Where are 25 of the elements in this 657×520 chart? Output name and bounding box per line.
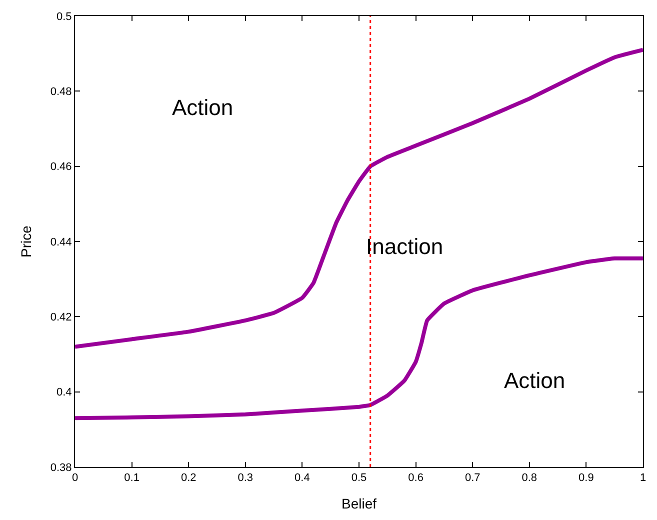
y-axis-title: Price [18, 225, 34, 258]
x-tick-label: 0.3 [238, 472, 254, 484]
annotation: Action [504, 368, 566, 393]
annotation: Action [172, 95, 234, 120]
y-tick-label: 0.44 [50, 236, 72, 248]
y-tick-label: 0.42 [50, 312, 72, 324]
y-tick-label: 0.5 [56, 10, 72, 23]
x-tick-label: 0.6 [408, 472, 424, 484]
x-axis-title: Belief [341, 496, 377, 512]
x-tick-label: 0.5 [351, 472, 367, 484]
y-tick-label: 0.38 [50, 462, 72, 474]
y-tick-label: 0.4 [56, 386, 72, 399]
y-tick-label: 0.48 [50, 86, 72, 98]
x-tick-label: 0.9 [578, 472, 594, 484]
annotation: Inaction [366, 234, 444, 259]
x-tick-label: 1 [640, 472, 646, 484]
x-tick-label: 0 [72, 472, 78, 484]
x-tick-label: 0.1 [124, 472, 140, 484]
line-series [75, 48, 643, 349]
x-tick-label: 0.2 [180, 472, 196, 484]
x-tick-label: 0.4 [294, 472, 310, 484]
y-tick-label: 0.46 [50, 161, 72, 174]
x-tick-label: 0.8 [522, 472, 538, 484]
x-tick-label: 0.7 [464, 472, 480, 484]
line-series [75, 256, 643, 420]
